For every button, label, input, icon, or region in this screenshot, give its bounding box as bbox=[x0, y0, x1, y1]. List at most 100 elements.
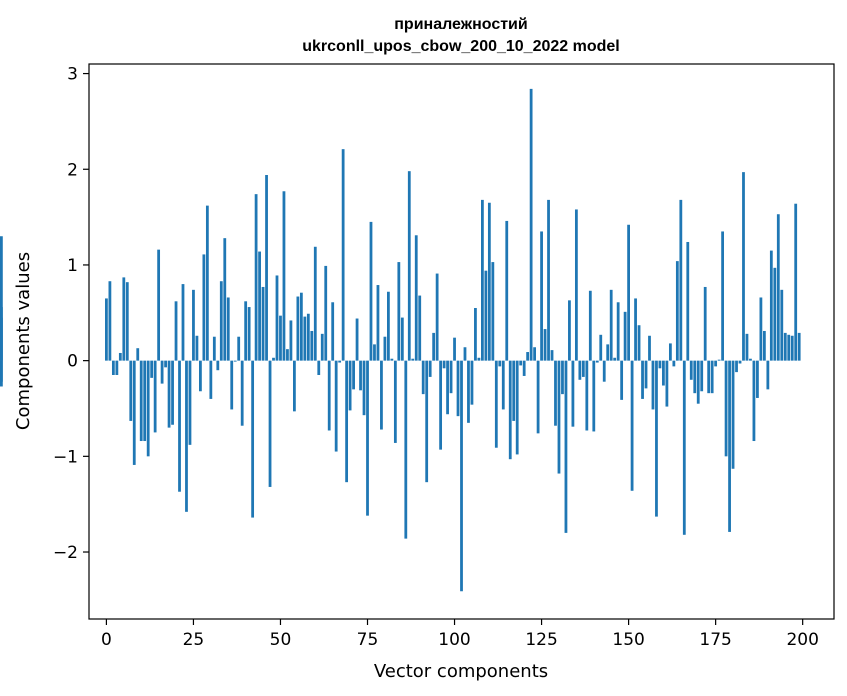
bar bbox=[735, 360, 738, 373]
bar bbox=[759, 297, 763, 361]
bar bbox=[279, 315, 282, 361]
bar bbox=[547, 199, 550, 361]
bar bbox=[373, 344, 376, 361]
bar bbox=[491, 262, 495, 361]
bar bbox=[481, 199, 484, 361]
bar bbox=[223, 238, 227, 361]
bar bbox=[254, 194, 258, 361]
x-tick-label: 150 bbox=[612, 630, 644, 650]
bar bbox=[623, 311, 627, 361]
bar bbox=[745, 333, 749, 361]
bar bbox=[174, 301, 178, 361]
bar bbox=[286, 349, 289, 361]
bar bbox=[355, 318, 359, 361]
bar bbox=[306, 313, 310, 361]
bar bbox=[181, 284, 185, 361]
x-tick-label: 200 bbox=[786, 630, 818, 650]
bar bbox=[672, 360, 676, 367]
bar bbox=[272, 357, 275, 361]
bar bbox=[797, 332, 801, 361]
plot-frame bbox=[88, 63, 835, 620]
bar bbox=[543, 329, 547, 361]
bar bbox=[561, 360, 564, 395]
bar bbox=[644, 360, 648, 389]
bar bbox=[195, 335, 199, 361]
bar bbox=[421, 360, 425, 395]
bar bbox=[150, 360, 154, 378]
bar bbox=[634, 298, 637, 361]
x-tick-label: 175 bbox=[699, 630, 731, 650]
bar bbox=[122, 277, 126, 361]
bar bbox=[404, 360, 408, 539]
bar bbox=[192, 289, 195, 361]
bar bbox=[251, 360, 255, 518]
bar bbox=[432, 332, 436, 361]
bar bbox=[115, 360, 119, 375]
bar bbox=[616, 302, 620, 361]
x-tick-label: 0 bbox=[101, 630, 112, 650]
bar bbox=[352, 360, 355, 390]
bar bbox=[780, 289, 784, 361]
bar bbox=[512, 360, 516, 421]
bar bbox=[411, 358, 415, 361]
bar bbox=[776, 214, 780, 361]
bars-group bbox=[0, 88, 801, 592]
y-tick-label: 1 bbox=[67, 256, 78, 276]
bar bbox=[515, 360, 519, 455]
bar bbox=[554, 360, 557, 426]
bar bbox=[348, 360, 352, 411]
bar bbox=[247, 307, 251, 361]
y-tick-label: −2 bbox=[53, 543, 78, 563]
bar bbox=[710, 360, 714, 394]
bar bbox=[540, 231, 543, 361]
bar bbox=[787, 334, 791, 361]
bar bbox=[362, 360, 366, 416]
bar bbox=[199, 360, 202, 392]
bar bbox=[721, 231, 724, 361]
bar bbox=[686, 241, 690, 361]
bar bbox=[627, 224, 630, 361]
bar bbox=[132, 360, 136, 465]
bar bbox=[658, 360, 662, 369]
bar bbox=[387, 291, 390, 361]
bar bbox=[313, 246, 317, 361]
bar bbox=[731, 360, 735, 469]
bar bbox=[428, 360, 432, 377]
bar bbox=[157, 249, 161, 361]
bar bbox=[397, 262, 401, 361]
bar bbox=[390, 358, 394, 361]
bar bbox=[146, 360, 150, 457]
bar bbox=[769, 250, 773, 361]
bar bbox=[0, 236, 3, 361]
bar bbox=[696, 360, 700, 404]
bar bbox=[188, 360, 192, 445]
bar bbox=[707, 360, 711, 394]
y-tick-label: 3 bbox=[67, 65, 78, 85]
bar bbox=[282, 191, 286, 361]
bar bbox=[327, 360, 331, 431]
bar bbox=[160, 360, 164, 384]
bar bbox=[585, 360, 589, 431]
bar bbox=[536, 360, 540, 434]
bar bbox=[679, 199, 683, 361]
bar bbox=[762, 330, 766, 361]
bar bbox=[592, 360, 596, 432]
bar bbox=[0, 360, 3, 387]
bar bbox=[299, 292, 303, 361]
bar bbox=[449, 360, 453, 394]
x-tick-label: 100 bbox=[438, 630, 470, 650]
bar bbox=[303, 316, 307, 361]
bar bbox=[752, 360, 756, 442]
bar bbox=[630, 360, 634, 491]
bar bbox=[526, 352, 530, 361]
bar bbox=[209, 360, 213, 399]
bar bbox=[310, 330, 314, 361]
bar bbox=[508, 360, 512, 460]
bar bbox=[237, 336, 241, 361]
bar bbox=[219, 281, 223, 361]
y-axis-ticks: −2 −1 0 1 2 3 bbox=[53, 65, 89, 563]
bar bbox=[703, 286, 707, 361]
bar bbox=[258, 251, 261, 361]
chart-subtitle: ukrconll_upos_cbow_200_10_2022 model bbox=[302, 38, 619, 55]
bar bbox=[265, 175, 268, 361]
